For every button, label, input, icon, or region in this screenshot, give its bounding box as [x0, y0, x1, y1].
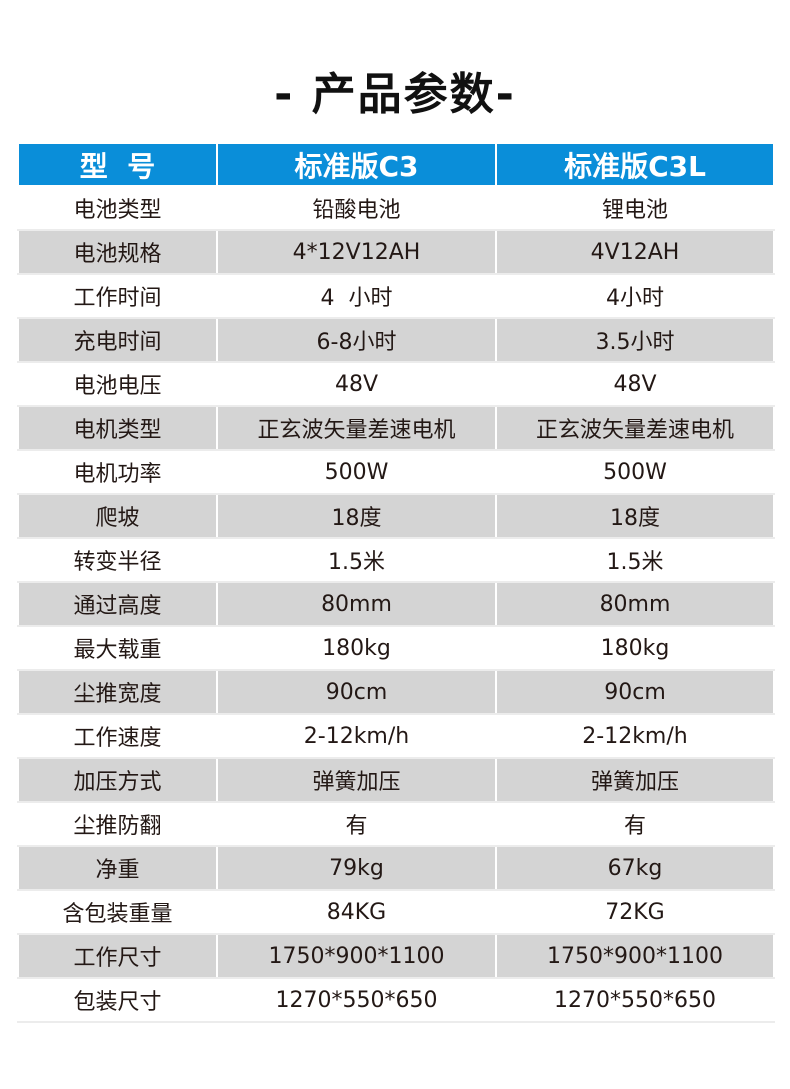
spec-label: 电池规格 [17, 230, 218, 275]
table-header: 型 号 标准版C3 标准版C3L [17, 144, 775, 187]
c3-value: 84KG [216, 890, 497, 935]
c3-value: 500W [216, 450, 497, 495]
c3-value: 有 [216, 802, 497, 847]
c3l-value: 1.5米 [495, 538, 775, 583]
c3l-value: 4小时 [495, 274, 775, 319]
spec-label: 工作时间 [17, 274, 218, 319]
table-row: 工作时间 4 小时 4小时 [17, 274, 775, 319]
spec-table: 型 号 标准版C3 标准版C3L 电池类型 铅酸电池 锂电池 电池规格 4*12V12A… [17, 144, 775, 1023]
c3l-value: 18度 [495, 494, 775, 539]
c3l-value: 2-12km/h [495, 714, 775, 759]
c3-value: 180kg [216, 626, 497, 671]
c3l-value: 有 [495, 802, 775, 847]
spec-label: 加压方式 [17, 758, 218, 803]
c3-value: 4 小时 [216, 274, 497, 319]
c3l-value: 67kg [495, 846, 775, 891]
c3-value: 18度 [216, 494, 497, 539]
spec-label: 尘推宽度 [17, 670, 218, 715]
c3l-value: 锂电池 [495, 186, 775, 231]
spec-label: 包装尺寸 [17, 978, 218, 1023]
c3l-value: 1270*550*650 [495, 978, 775, 1023]
c3-value: 6-8小时 [216, 318, 497, 363]
c3l-value: 180kg [495, 626, 775, 671]
c3l-value: 48V [495, 362, 775, 407]
table-row: 工作速度 2-12km/h 2-12km/h [17, 714, 775, 759]
c3l-value: 1750*900*1100 [495, 934, 775, 979]
c3l-value: 80mm [495, 582, 775, 627]
spec-label: 通过高度 [17, 582, 218, 627]
spec-label: 电机功率 [17, 450, 218, 495]
table-row: 电机类型 正玄波矢量差速电机 正玄波矢量差速电机 [17, 406, 775, 451]
table-row: 尘推防翻有有 [17, 802, 775, 847]
spec-label: 尘推防翻 [17, 802, 218, 847]
header-c3: 标准版C3 [216, 144, 497, 187]
c3l-value: 500W [495, 450, 775, 495]
spec-label: 工作尺寸 [17, 934, 218, 979]
c3-value: 弹簧加压 [216, 758, 497, 803]
c3-value: 1270*550*650 [216, 978, 497, 1023]
c3l-value: 3.5小时 [495, 318, 775, 363]
table-row: 充电时间 6-8小时 3.5小时 [17, 318, 775, 363]
header-model: 型 号 [17, 144, 218, 187]
spec-label: 爬坡 [17, 494, 218, 539]
c3l-value: 90cm [495, 670, 775, 715]
table-row: 电池类型 铅酸电池 锂电池 [17, 186, 775, 231]
c3-value: 正玄波矢量差速电机 [216, 406, 497, 451]
c3-value: 79kg [216, 846, 497, 891]
table-row: 净重 79kg 67kg [17, 846, 775, 891]
table-row: 加压方式 弹簧加压 弹簧加压 [17, 758, 775, 803]
spec-label: 含包装重量 [17, 890, 218, 935]
table-row: 电池电压 48V 48V [17, 362, 775, 407]
c3-value: 80mm [216, 582, 497, 627]
spec-label: 净重 [17, 846, 218, 891]
spec-label: 转变半径 [17, 538, 218, 583]
c3l-value: 4V12AH [495, 230, 775, 275]
table-row: 包装尺寸 1270*550*650 1270*550*650 [17, 978, 775, 1023]
table-row: 通过高度 80mm 80mm [17, 582, 775, 627]
spec-label: 工作速度 [17, 714, 218, 759]
c3l-value: 弹簧加压 [495, 758, 775, 803]
header-c3l: 标准版C3L [495, 144, 775, 187]
table-row: 工作尺寸 1750*900*1100 1750*900*1100 [17, 934, 775, 979]
c3-value: 4*12V12AH [216, 230, 497, 275]
c3-value: 90cm [216, 670, 497, 715]
c3-value: 48V [216, 362, 497, 407]
spec-label: 电池类型 [17, 186, 218, 231]
c3-value: 2-12km/h [216, 714, 497, 759]
table-row: 含包装重量 84KG 72KG [17, 890, 775, 935]
table-row: 尘推宽度 90cm 90cm [17, 670, 775, 715]
table-row: 电池规格 4*12V12AH 4V12AH [17, 230, 775, 275]
c3l-value: 72KG [495, 890, 775, 935]
table-row: 爬坡 18度 18度 [17, 494, 775, 539]
c3-value: 铅酸电池 [216, 186, 497, 231]
c3-value: 1750*900*1100 [216, 934, 497, 979]
spec-label: 充电时间 [17, 318, 218, 363]
c3-value: 1.5米 [216, 538, 497, 583]
table-row: 转变半径 1.5米 1.5米 [17, 538, 775, 583]
table-row: 电机功率 500W 500W [17, 450, 775, 495]
page-title: - 产品参数- [274, 69, 516, 120]
table-row: 最大载重 180kg 180kg [17, 626, 775, 671]
spec-label: 电机类型 [17, 406, 218, 451]
c3l-value: 正玄波矢量差速电机 [495, 406, 775, 451]
spec-label: 最大载重 [17, 626, 218, 671]
spec-label: 电池电压 [17, 362, 218, 407]
